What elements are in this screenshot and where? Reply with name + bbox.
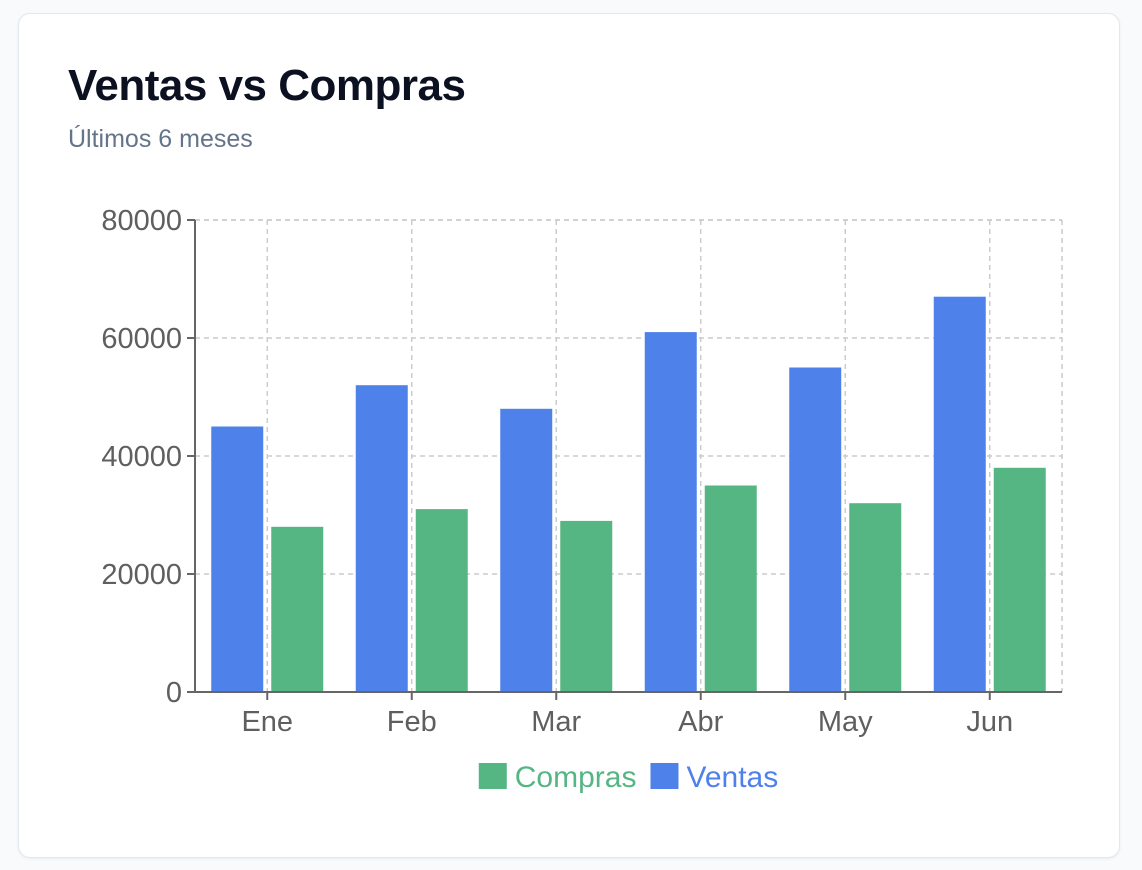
bar-compras-ene: [271, 526, 324, 692]
bar-ventas-may: [789, 367, 842, 692]
x-tick-label: Feb: [387, 706, 437, 738]
bar-compras-mar: [560, 520, 613, 692]
x-tick-label: Jun: [966, 706, 1013, 738]
legend-swatch-ventas[interactable]: [650, 763, 679, 789]
y-tick-label: 0: [166, 677, 182, 709]
legend-swatch-compras[interactable]: [478, 763, 507, 789]
card-subtitle: Últimos 6 meses: [68, 125, 253, 153]
card-title: Ventas vs Compras: [68, 61, 466, 110]
bar-ventas-abr: [644, 332, 697, 692]
y-tick-label: 60000: [101, 323, 182, 355]
bar-compras-may: [849, 503, 902, 692]
bar-ventas-mar: [500, 408, 553, 692]
chart-card: Ventas vs Compras Últimos 6 meses 0 20000…: [18, 13, 1120, 858]
bar-ventas-ene: [211, 426, 264, 692]
y-tick-label: 20000: [101, 559, 182, 591]
x-tick-label: Mar: [531, 706, 581, 738]
x-tick-label: May: [818, 706, 873, 738]
y-tick-label: 40000: [101, 441, 182, 473]
bar-chart: 0 20000 40000 60000 80000 Ene Feb Mar Abr May Jun C…: [101, 205, 1063, 794]
bar-compras-abr: [704, 485, 757, 692]
legend-label-compras[interactable]: Compras: [515, 761, 637, 794]
x-tick-label: Ene: [241, 706, 293, 738]
bar-compras-jun: [993, 467, 1046, 692]
x-tick-label: Abr: [678, 706, 723, 738]
y-tick-label: 80000: [101, 205, 182, 237]
bar-ventas-jun: [933, 296, 986, 692]
bar-compras-feb: [415, 509, 468, 692]
legend-label-ventas[interactable]: Ventas: [686, 761, 778, 794]
bar-ventas-feb: [355, 385, 408, 692]
